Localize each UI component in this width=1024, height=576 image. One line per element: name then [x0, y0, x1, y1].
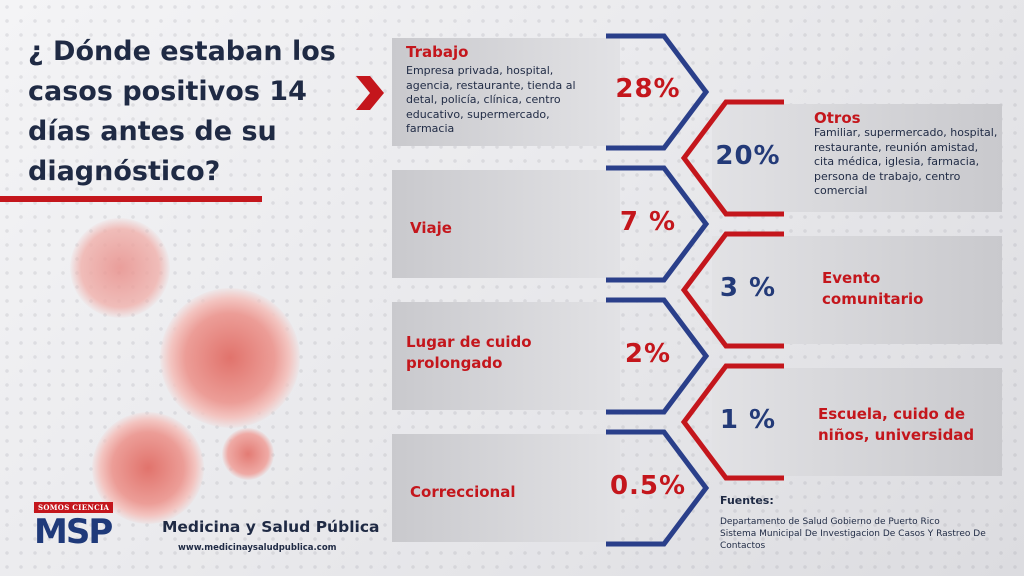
virus-illustration [70, 218, 170, 318]
box-evento [712, 236, 1002, 344]
item-label-evento: Evento comunitario [822, 269, 924, 308]
item-label-correccional: Correccional [410, 483, 516, 501]
sources-title: Fuentes: [720, 494, 774, 507]
percent-otros: 20% [715, 141, 781, 171]
virus-illustration [160, 288, 300, 428]
logo-name: Medicina y Salud Pública [162, 518, 380, 536]
source-line: Sistema Municipal De Investigacion De Ca… [720, 529, 986, 551]
percent-correccional: 0.5% [609, 471, 687, 501]
logo-url: www.medicinaysaludpublica.com [178, 543, 337, 553]
box-viaje [392, 170, 620, 278]
box-correccional [392, 434, 620, 542]
item-desc-trabajo: Empresa privada, hospital, agencia, rest… [406, 64, 576, 135]
item-desc-otros: Familiar, supermercado, hospital, restau… [814, 126, 998, 197]
item-label-viaje: Viaje [410, 219, 452, 237]
item-label-trabajo: Trabajo [406, 43, 469, 61]
logo-mark: MSP [34, 512, 113, 552]
box-trabajo [392, 38, 620, 146]
logo-tagline: SOMOS CIENCIA [34, 502, 114, 513]
chevron-arrow-icon [356, 76, 384, 110]
virus-illustration [222, 428, 274, 480]
item-label-cuido: Lugar de cuido prolongado [406, 333, 532, 372]
source-line: Departamento de Salud Gobierno de Puerto… [720, 517, 940, 527]
percent-evento: 3 % [719, 273, 777, 303]
percent-escuela: 1 % [719, 405, 777, 435]
title-underline [0, 196, 262, 202]
item-label-otros: Otros [814, 109, 861, 127]
box-otros [712, 104, 1002, 212]
percent-viaje: 7 % [619, 207, 677, 237]
page-title: ¿ Dónde estaban los casos positivos 14 d… [28, 36, 336, 187]
item-label-escuela: Escuela, cuido de niños, universidad [818, 405, 975, 444]
box-escuela [712, 368, 1002, 476]
percent-cuido: 2% [624, 339, 672, 369]
box-cuido [392, 302, 620, 410]
percent-trabajo: 28% [615, 74, 681, 104]
